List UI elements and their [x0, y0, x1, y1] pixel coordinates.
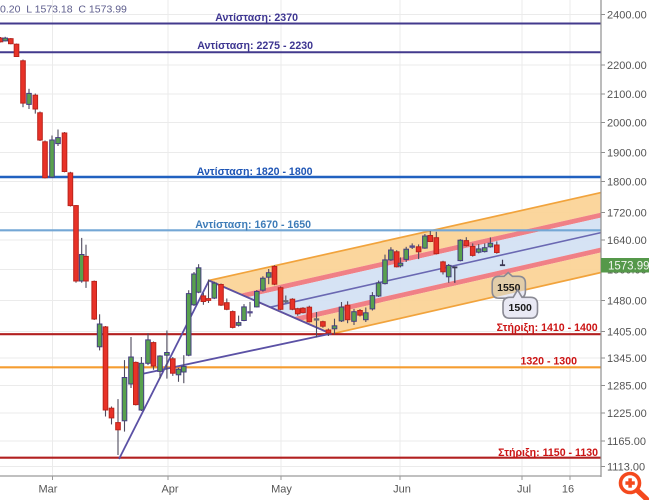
svg-text:May: May — [271, 484, 292, 496]
svg-text:Στήριξη: 1150 - 1130: Στήριξη: 1150 - 1130 — [498, 447, 598, 459]
svg-text:1900.00: 1900.00 — [607, 148, 647, 160]
svg-text:Apr: Apr — [161, 484, 178, 496]
svg-text:1480.00: 1480.00 — [607, 296, 647, 308]
svg-text:Αντίσταση: 2275 - 2230: Αντίσταση: 2275 - 2230 — [197, 40, 313, 52]
svg-text:1113.00: 1113.00 — [607, 462, 645, 474]
svg-text:1720.00: 1720.00 — [607, 208, 647, 220]
svg-text:16: 16 — [562, 484, 574, 496]
svg-text:Jun: Jun — [393, 484, 411, 496]
svg-text:1640.00: 1640.00 — [607, 235, 647, 247]
svg-text:Αντίσταση: 1820 - 1800: Αντίσταση: 1820 - 1800 — [197, 166, 313, 178]
svg-text:Στήριξη: 1410 - 1400: Στήριξη: 1410 - 1400 — [497, 322, 598, 334]
svg-text:Mar: Mar — [39, 484, 58, 496]
svg-text:1165.00: 1165.00 — [607, 436, 646, 448]
svg-text:1500: 1500 — [509, 302, 533, 314]
svg-text:2200.00: 2200.00 — [607, 60, 647, 72]
svg-text:2000.00: 2000.00 — [607, 118, 647, 130]
svg-text:2100.00: 2100.00 — [607, 89, 647, 101]
svg-text:2400.00: 2400.00 — [607, 10, 647, 22]
svg-text:1225.00: 1225.00 — [607, 408, 647, 420]
svg-text:1573.99: 1573.99 — [608, 261, 650, 273]
svg-text:1320 - 1300: 1320 - 1300 — [520, 356, 577, 368]
svg-text:1550: 1550 — [497, 282, 521, 294]
svg-text:0.20 L 1573.18 C 1573.99: 0.20 L 1573.18 C 1573.99 — [0, 4, 127, 16]
svg-text:Jul: Jul — [517, 484, 531, 496]
svg-text:1405.00: 1405.00 — [607, 327, 647, 339]
svg-text:1800.00: 1800.00 — [607, 177, 647, 189]
svg-text:1345.00: 1345.00 — [607, 353, 647, 365]
svg-text:Αντίσταση: 1670 - 1650: Αντίσταση: 1670 - 1650 — [195, 219, 311, 231]
svg-text:Αντίσταση: 2370: Αντίσταση: 2370 — [215, 12, 298, 24]
svg-text:1285.00: 1285.00 — [607, 381, 647, 393]
